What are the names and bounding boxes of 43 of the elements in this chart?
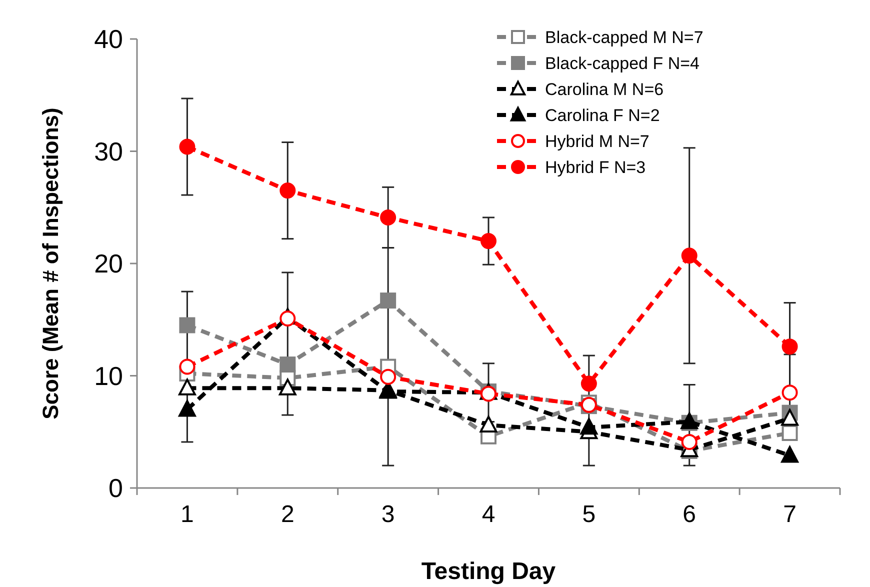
point bbox=[782, 384, 798, 401]
x-tick-label: 1 bbox=[180, 501, 194, 528]
y-tick-label: 40 bbox=[94, 24, 123, 54]
point bbox=[280, 356, 296, 373]
legend-label: Carolina M N=6 bbox=[545, 80, 664, 99]
y-tick-label: 30 bbox=[94, 136, 123, 166]
point bbox=[781, 409, 798, 426]
point bbox=[782, 424, 798, 441]
point bbox=[179, 358, 196, 375]
legend-label: Carolina F N=2 bbox=[545, 106, 660, 125]
point bbox=[280, 182, 296, 199]
y-tick-label: 20 bbox=[94, 248, 123, 279]
point bbox=[782, 338, 798, 355]
point bbox=[278, 378, 296, 396]
x-tick-label: 6 bbox=[682, 501, 696, 528]
legend-label: Black-capped F N=4 bbox=[545, 54, 700, 73]
y-tick-label: 10 bbox=[94, 360, 123, 391]
point bbox=[380, 292, 396, 309]
x-tick-label: 4 bbox=[482, 501, 496, 528]
point bbox=[580, 418, 598, 435]
point bbox=[580, 376, 597, 392]
point bbox=[179, 138, 196, 155]
legend-label: Hybrid F N=3 bbox=[545, 158, 646, 177]
x-tick-label: 2 bbox=[280, 501, 294, 528]
point bbox=[178, 400, 196, 417]
point bbox=[681, 434, 698, 450]
point bbox=[380, 368, 396, 385]
y-axis-title: Score (Mean # of Inspections) bbox=[38, 108, 63, 420]
point bbox=[178, 378, 196, 396]
point bbox=[681, 248, 698, 264]
point bbox=[280, 310, 296, 327]
point bbox=[480, 416, 498, 432]
x-axis-title: Testing Day bbox=[421, 558, 556, 585]
legend-label: Black-capped M N=7 bbox=[545, 28, 704, 47]
point bbox=[380, 209, 396, 226]
legend-label: Hybrid M N=7 bbox=[545, 132, 650, 151]
point bbox=[781, 446, 798, 463]
point bbox=[480, 233, 496, 250]
point bbox=[179, 317, 196, 334]
x-tick-label: 5 bbox=[582, 501, 596, 528]
x-tick-label: 3 bbox=[381, 501, 395, 528]
y-tick-label: 0 bbox=[108, 473, 123, 504]
x-tick-label: 7 bbox=[783, 501, 796, 528]
